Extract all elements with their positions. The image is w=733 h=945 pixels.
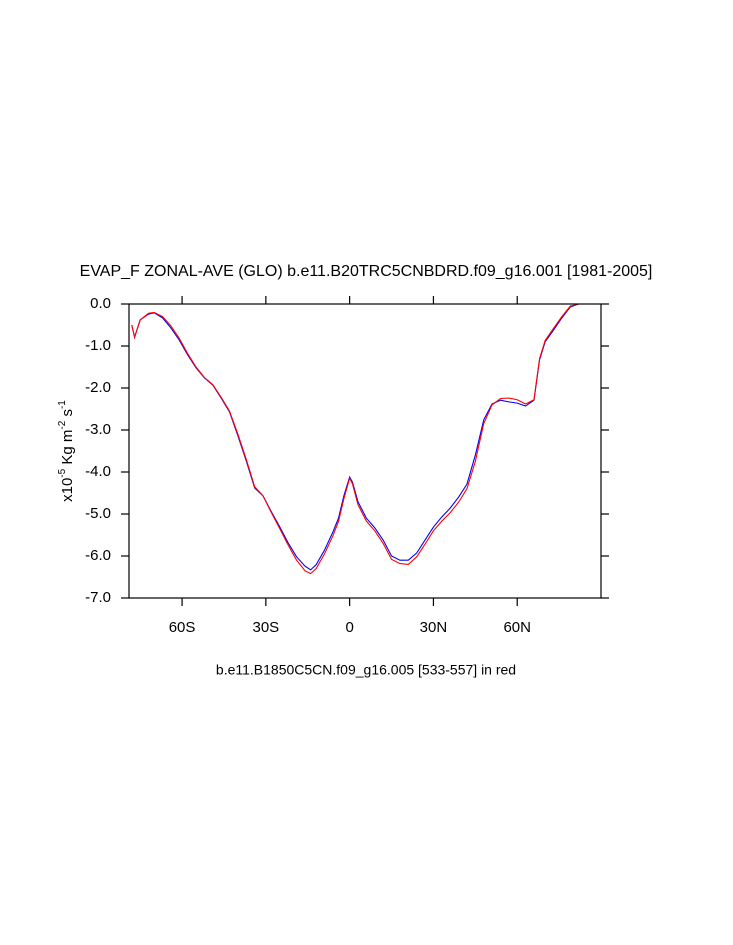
plot-frame: [128, 303, 602, 599]
y-tick-label: -7.0: [85, 589, 111, 606]
y-label-part: Kg m: [59, 430, 76, 469]
y-tick-label: -6.0: [85, 547, 111, 564]
y-label-part: s: [59, 409, 76, 421]
y-label-superscript: -1: [57, 400, 68, 409]
x-tick-label: 30N: [420, 619, 448, 636]
x-axis-label: b.e11.B1850C5CN.f09_g16.005 [533-557] in…: [216, 662, 516, 678]
y-tick-label: -4.0: [85, 463, 111, 480]
y-tick-label: -1.0: [85, 337, 111, 354]
y-label-superscript: -2: [57, 420, 68, 429]
y-tick-label: -2.0: [85, 379, 111, 396]
x-tick-label: 60N: [503, 619, 531, 636]
x-tick-label: 30S: [253, 619, 280, 636]
y-tick-label: 0.0: [90, 295, 111, 312]
y-tick-label: -3.0: [85, 421, 111, 438]
y-label-part: x10: [59, 478, 76, 502]
x-tick-label: 60S: [169, 619, 196, 636]
y-label-superscript: -5: [57, 468, 68, 477]
y-axis-label: x10-5 Kg m-2 s-1: [57, 400, 76, 502]
chart-title: EVAP_F ZONAL-AVE (GLO) b.e11.B20TRC5CNBD…: [80, 263, 653, 280]
x-tick-label: 0: [345, 619, 353, 636]
data-line: [131, 303, 601, 575]
y-tick-label: -5.0: [85, 505, 111, 522]
